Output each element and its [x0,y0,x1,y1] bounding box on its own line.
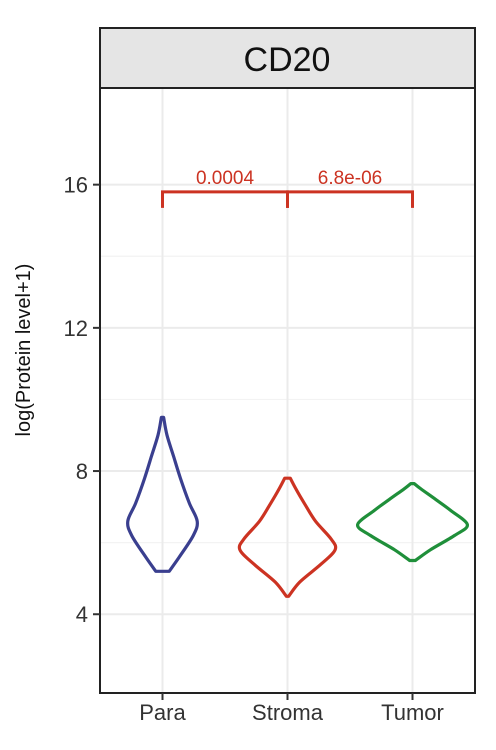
y-tick-label: 16 [64,173,88,198]
comparison-brackets: 0.0004 6.8e-06 [161,168,414,208]
comparison-p-value: 0.0004 [196,168,255,189]
grid-lines [100,88,475,693]
y-tick-label: 12 [64,316,88,341]
x-tick-label: Stroma [252,700,324,725]
violins [126,415,469,598]
x-axis-ticks: Para Stroma Tumor [139,693,444,725]
strip-background [99,27,476,89]
comparison-p-value: 6.8e-06 [318,168,382,189]
y-axis-ticks: 4 8 12 16 [64,173,100,627]
x-tick-label: Tumor [381,700,444,725]
y-axis-title: log(Protein level+1) [13,264,35,437]
y-tick-label: 4 [76,602,88,627]
violin-para [126,415,199,573]
violin-tumor [356,482,469,563]
comparison-bracket [286,190,414,208]
chart-title: CD20 [244,41,331,79]
y-tick-label: 8 [76,459,88,484]
violin-stroma [237,476,338,598]
x-tick-label: Para [139,700,186,725]
